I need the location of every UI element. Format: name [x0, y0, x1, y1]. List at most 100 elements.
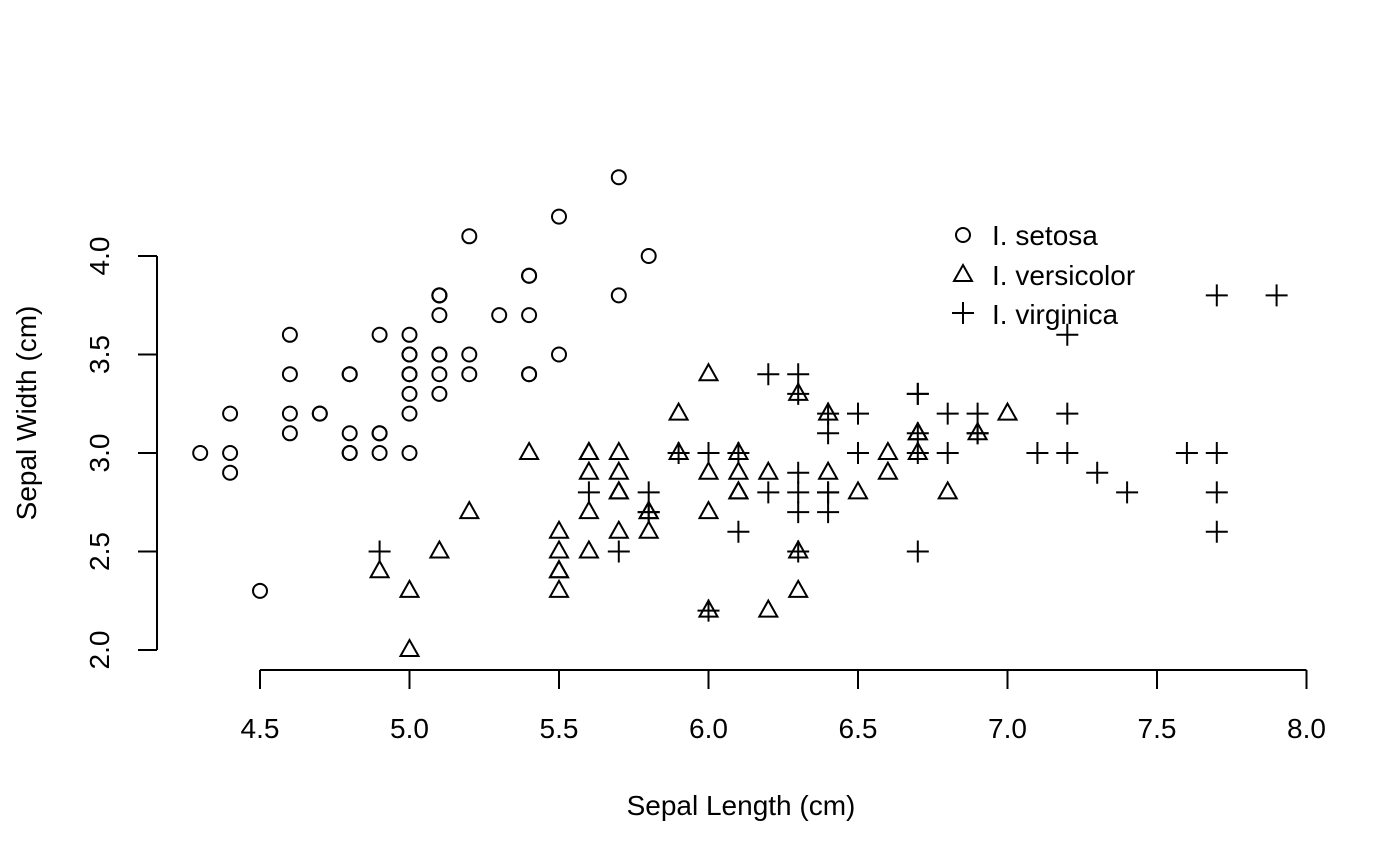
data-point-triangle	[398, 637, 421, 657]
data-point-triangle	[518, 440, 540, 460]
y-tick-label: 2.5	[84, 532, 115, 571]
x-tick-label: 5.5	[540, 713, 579, 744]
series-versicolor	[368, 362, 1019, 657]
data-point-triangle	[727, 480, 750, 500]
y-tick-label: 2.0	[84, 631, 115, 670]
data-point-circle	[640, 248, 657, 264]
data-point-triangle	[548, 559, 570, 579]
data-point-circle	[401, 385, 418, 402]
data-point-plus	[906, 422, 929, 445]
data-point-circle	[281, 366, 298, 383]
data-point-triangle	[757, 598, 780, 618]
legend-item-versicolor: I. versicolor	[952, 260, 1135, 291]
data-point-triangle	[458, 500, 481, 520]
data-point-triangle	[697, 362, 720, 382]
x-tick-label: 4.5	[241, 713, 280, 744]
data-point-triangle	[578, 440, 600, 460]
data-point-triangle	[578, 460, 600, 480]
data-point-circle	[401, 405, 418, 422]
y-tick-label: 4.0	[84, 237, 115, 276]
x-tick-label: 5.0	[390, 713, 429, 744]
data-point-plus	[1205, 284, 1228, 307]
data-point-plus	[697, 599, 720, 622]
data-point-plus	[966, 402, 989, 425]
series-virginica	[368, 284, 1288, 622]
data-point-plus	[817, 422, 840, 445]
data-point-plus	[1265, 284, 1288, 307]
data-point-plus	[667, 442, 690, 464]
data-point-plus	[817, 402, 840, 425]
plot-marks	[192, 169, 1288, 657]
data-point-triangle	[548, 578, 570, 598]
data-point-circle	[461, 346, 478, 363]
y-axis-title: Sepal Width (cm)	[11, 306, 42, 521]
data-point-triangle	[608, 460, 630, 480]
data-point-circle	[222, 445, 239, 461]
data-point-circle	[401, 445, 418, 461]
data-point-circle	[461, 366, 478, 383]
x-tick-label: 7.0	[988, 713, 1027, 744]
x-axis: 4.5 5.0 5.5 6.0 6.5 7.0 7.5 8.0	[241, 669, 1326, 744]
x-tick-label: 8.0	[1287, 713, 1326, 744]
data-point-plus	[1056, 402, 1079, 425]
data-point-triangle	[697, 500, 720, 520]
data-point-plus	[1026, 442, 1049, 464]
data-point-circle	[371, 425, 388, 442]
data-point-circle	[551, 346, 567, 363]
data-point-plus	[637, 501, 660, 524]
data-point-triangle	[787, 578, 809, 598]
data-point-triangle	[398, 578, 421, 598]
data-point-circle	[371, 445, 388, 461]
data-point-triangle	[548, 539, 570, 559]
data-point-circle	[341, 366, 358, 383]
data-point-circle	[281, 425, 298, 442]
data-point-plus	[936, 442, 959, 464]
legend-item-setosa: I. setosa	[955, 220, 1098, 251]
legend-circle-marker	[955, 227, 971, 243]
data-point-triangle	[727, 460, 750, 480]
data-point-triangle	[667, 401, 690, 421]
data-point-circle	[610, 169, 627, 186]
data-point-plus	[757, 363, 780, 386]
data-point-plus	[368, 540, 391, 563]
data-point-circle	[521, 366, 538, 383]
data-point-circle	[551, 208, 567, 225]
data-point-triangle	[817, 460, 839, 480]
data-point-circle	[281, 326, 298, 343]
data-point-plus	[936, 402, 959, 425]
data-point-triangle	[578, 500, 600, 520]
legend-triangle-marker	[952, 262, 974, 282]
data-point-plus	[1175, 442, 1198, 464]
data-point-circle	[461, 228, 478, 245]
data-point-plus	[817, 481, 840, 504]
data-point-circle	[401, 346, 418, 363]
data-point-plus	[966, 422, 989, 445]
data-point-circle	[610, 287, 627, 304]
y-axis: 2.0 2.5 3.0 3.5 4.0	[84, 237, 158, 670]
data-point-plus	[787, 382, 810, 405]
data-point-triangle	[936, 480, 959, 500]
legend-label-virginica: I. virginica	[992, 299, 1118, 330]
data-point-circle	[252, 582, 268, 599]
data-point-triangle	[637, 519, 660, 539]
data-point-plus	[787, 501, 810, 524]
x-axis-title: Sepal Length (cm)	[627, 790, 856, 821]
data-point-circle	[281, 405, 298, 422]
data-point-plus	[817, 501, 840, 524]
data-point-triangle	[757, 460, 780, 480]
data-point-plus	[1086, 461, 1109, 484]
data-point-circle	[222, 464, 239, 481]
data-point-circle	[341, 445, 358, 461]
data-point-plus	[906, 540, 929, 563]
data-point-circle	[371, 326, 388, 343]
legend-plus-marker	[952, 302, 974, 324]
data-point-circle	[491, 307, 508, 324]
data-point-triangle	[608, 519, 630, 539]
data-point-plus	[727, 520, 750, 543]
data-point-circle	[431, 346, 448, 363]
data-point-plus	[847, 402, 869, 425]
legend: I. setosa I. versicolor I. virginica	[952, 220, 1135, 330]
data-point-plus	[697, 442, 720, 464]
data-point-circle	[431, 385, 448, 402]
